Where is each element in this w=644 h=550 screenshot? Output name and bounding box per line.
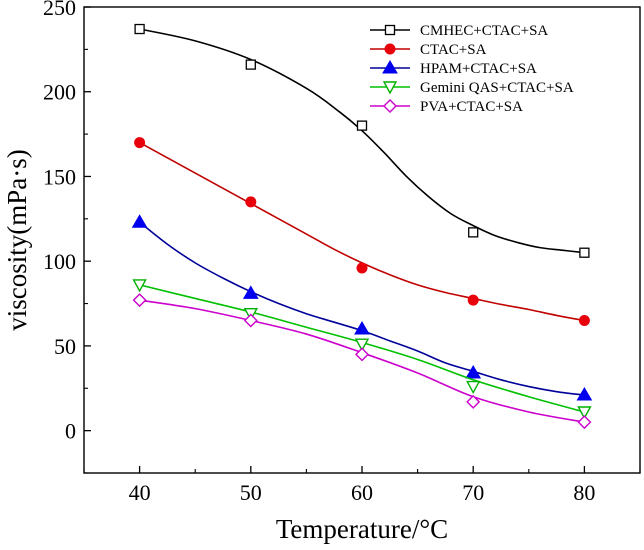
axes: 40 50 60 70 80 0 50 100 150 200 250 (43, 0, 641, 505)
data-point (466, 394, 481, 409)
legend-label: PVA+CTAC+SA (420, 99, 523, 115)
y-tick-label: 50 (54, 334, 76, 359)
data-point (245, 59, 256, 70)
x-tick-label: 40 (129, 480, 151, 505)
x-tick-label: 60 (351, 480, 373, 505)
x-tick-label: 50 (240, 480, 262, 505)
legend-label: CTAC+SA (420, 42, 487, 58)
data-point (245, 196, 257, 208)
x-tick-label: 70 (462, 480, 484, 505)
data-point (577, 415, 592, 430)
data-point (354, 320, 370, 335)
data-point (577, 406, 592, 420)
legend-entry: HPAM+CTAC+SA (370, 60, 537, 77)
data-point (243, 313, 258, 328)
y-tick-label: 250 (43, 0, 76, 20)
legend-marker (383, 99, 397, 113)
data-point (354, 338, 370, 352)
data-point (134, 23, 145, 35)
series-cmhec-ctac-sa (134, 23, 590, 258)
legend-label: CMHEC+CTAC+SA (420, 23, 548, 39)
y-tick-label: 0 (65, 419, 76, 444)
legend-marker (384, 43, 396, 55)
data-point (355, 347, 369, 362)
data-point (132, 293, 147, 308)
series-line (139, 141, 585, 322)
series-pva-ctac-sa (132, 293, 592, 430)
legend-entry: CTAC+SA (370, 42, 487, 58)
data-point (468, 227, 479, 238)
data-point (466, 380, 481, 395)
legend-marker (384, 24, 396, 36)
data-point (579, 247, 590, 258)
y-tick-label: 200 (43, 80, 76, 105)
data-point (467, 294, 479, 306)
legend-marker (382, 81, 398, 95)
plot-area (131, 23, 593, 430)
data-point (576, 387, 593, 401)
data-point (578, 314, 590, 326)
x-tick-label: 80 (573, 480, 595, 505)
legend-marker (382, 60, 398, 74)
series-ctac-sa (134, 137, 590, 326)
data-point (465, 365, 482, 379)
y-tick-label: 100 (43, 249, 76, 274)
series-gemini-qas-ctac-sa (132, 279, 592, 420)
legend-label: Gemini QAS+CTAC+SA (420, 80, 574, 96)
data-point (356, 120, 368, 131)
legend-entry: CMHEC+CTAC+SA (370, 23, 548, 39)
data-point (134, 137, 146, 149)
legend: CMHEC+CTAC+SA CTAC+SA HPAM+CTAC+SA Gemini Q… (370, 23, 574, 115)
data-point (132, 279, 147, 293)
plot-frame (83, 6, 641, 474)
y-tick-label: 150 (43, 164, 76, 189)
series-line (139, 28, 585, 254)
y-axis-label: viscosity(mPa·s) (2, 149, 32, 331)
x-axis-label: Temperature/°C (276, 514, 448, 544)
series-line (139, 221, 585, 396)
legend-entry: Gemini QAS+CTAC+SA (370, 80, 574, 96)
data-point (131, 214, 148, 228)
data-point (242, 285, 259, 299)
series-hpam-ctac-sa (131, 214, 593, 401)
legend-label: HPAM+CTAC+SA (420, 61, 537, 77)
legend-entry: PVA+CTAC+SA (370, 99, 523, 115)
data-point (356, 262, 368, 274)
